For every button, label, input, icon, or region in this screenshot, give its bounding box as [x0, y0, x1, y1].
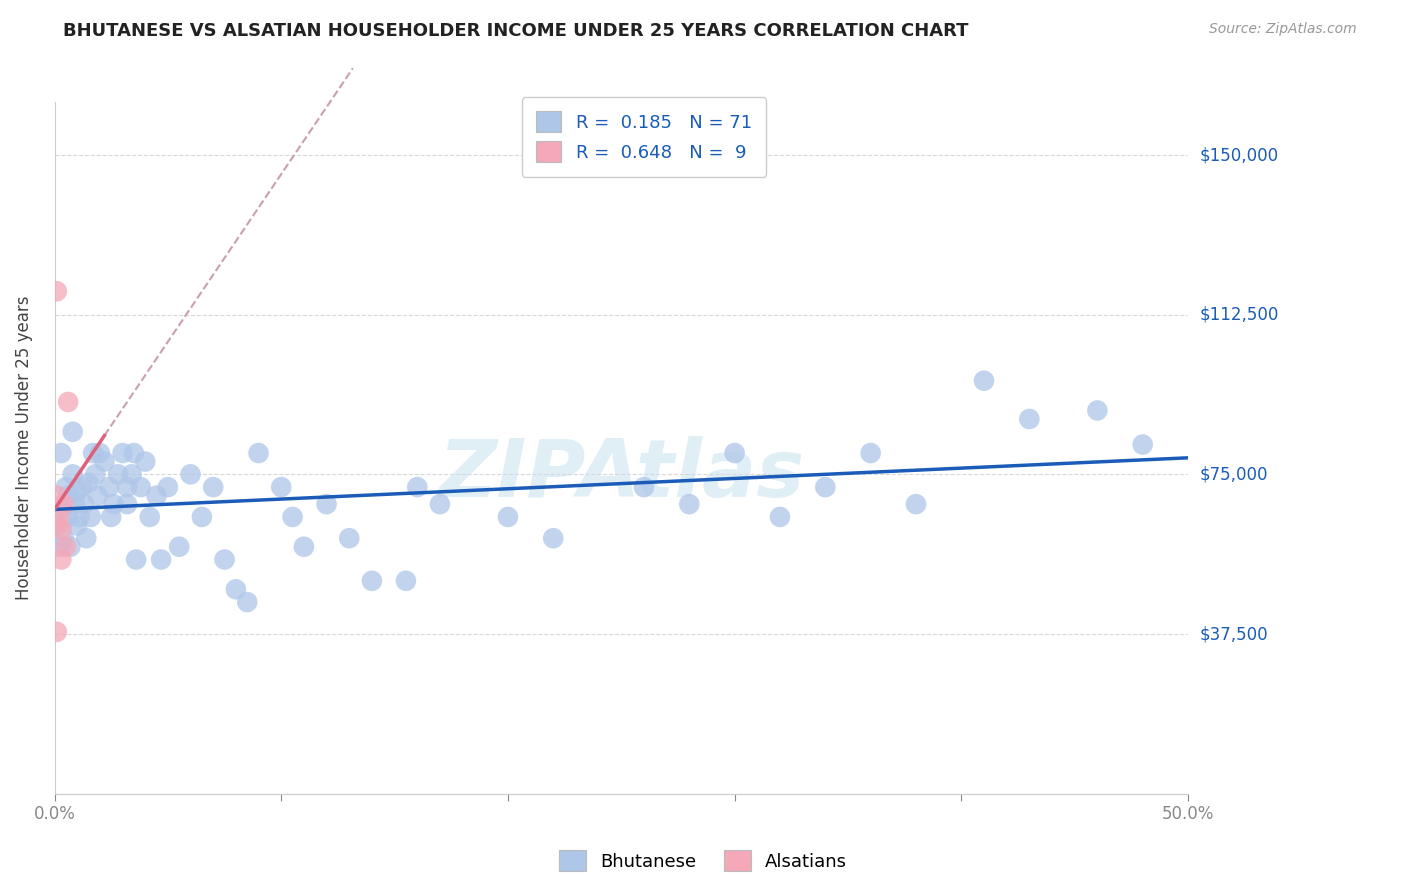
Point	[723, 446, 745, 460]
Point	[678, 497, 700, 511]
Point	[156, 480, 179, 494]
Point	[337, 531, 360, 545]
Point	[45, 489, 67, 503]
Point	[150, 552, 173, 566]
Point	[859, 446, 882, 460]
Point	[361, 574, 384, 588]
Point	[1085, 403, 1108, 417]
Point	[904, 497, 927, 511]
Point	[633, 480, 655, 494]
Point	[45, 285, 67, 299]
Point	[115, 480, 138, 494]
Point	[769, 510, 792, 524]
Point	[86, 489, 108, 503]
Point	[51, 523, 73, 537]
Text: $112,500: $112,500	[1199, 306, 1278, 324]
Point	[973, 374, 995, 388]
Point	[100, 510, 122, 524]
Point	[89, 446, 111, 460]
Point	[281, 510, 304, 524]
Point	[236, 595, 259, 609]
Point	[52, 497, 75, 511]
Point	[66, 484, 89, 499]
Point	[52, 531, 75, 545]
Point	[45, 624, 67, 639]
Point	[55, 540, 77, 554]
Legend: Bhutanese, Alsatians: Bhutanese, Alsatians	[551, 843, 855, 879]
Text: Source: ZipAtlas.com: Source: ZipAtlas.com	[1209, 22, 1357, 37]
Point	[70, 480, 93, 494]
Point	[145, 489, 167, 503]
Legend: R =  0.185   N = 71, R =  0.648   N =  9: R = 0.185 N = 71, R = 0.648 N = 9	[522, 97, 766, 177]
Point	[496, 510, 519, 524]
Point	[139, 510, 162, 524]
Point	[814, 480, 837, 494]
Point	[84, 467, 107, 482]
Point	[66, 518, 89, 533]
Y-axis label: Householder Income Under 25 years: Householder Income Under 25 years	[15, 295, 32, 600]
Point	[62, 425, 84, 439]
Point	[62, 467, 84, 482]
Point	[543, 531, 565, 545]
Point	[51, 552, 73, 566]
Point	[111, 446, 134, 460]
Point	[56, 489, 79, 503]
Point	[214, 552, 236, 566]
Text: $150,000: $150,000	[1199, 146, 1278, 164]
Text: $37,500: $37,500	[1199, 625, 1268, 643]
Point	[180, 467, 202, 482]
Point	[45, 518, 67, 533]
Point	[429, 497, 451, 511]
Point	[75, 531, 97, 545]
Point	[73, 497, 96, 511]
Point	[125, 552, 148, 566]
Point	[395, 574, 418, 588]
Point	[167, 540, 190, 554]
Point	[56, 510, 79, 524]
Point	[59, 540, 82, 554]
Point	[292, 540, 315, 554]
Point	[69, 510, 91, 524]
Point	[80, 510, 103, 524]
Point	[1132, 437, 1154, 451]
Point	[406, 480, 429, 494]
Point	[77, 475, 100, 490]
Point	[48, 510, 70, 524]
Point	[121, 467, 143, 482]
Point	[122, 446, 145, 460]
Point	[103, 497, 125, 511]
Point	[202, 480, 225, 494]
Point	[247, 446, 270, 460]
Text: BHUTANESE VS ALSATIAN HOUSEHOLDER INCOME UNDER 25 YEARS CORRELATION CHART: BHUTANESE VS ALSATIAN HOUSEHOLDER INCOME…	[63, 22, 969, 40]
Point	[115, 497, 138, 511]
Point	[225, 582, 247, 597]
Point	[55, 480, 77, 494]
Point	[63, 497, 86, 511]
Point	[45, 518, 67, 533]
Point	[56, 395, 79, 409]
Point	[82, 446, 104, 460]
Point	[134, 454, 156, 468]
Point	[129, 480, 152, 494]
Point	[191, 510, 214, 524]
Point	[93, 454, 115, 468]
Text: ZIPAtlas: ZIPAtlas	[439, 436, 804, 515]
Point	[51, 446, 73, 460]
Point	[270, 480, 292, 494]
Point	[107, 467, 129, 482]
Text: $75,000: $75,000	[1199, 466, 1268, 483]
Point	[48, 540, 70, 554]
Point	[1018, 412, 1040, 426]
Point	[315, 497, 337, 511]
Point	[51, 501, 73, 516]
Point	[97, 480, 120, 494]
